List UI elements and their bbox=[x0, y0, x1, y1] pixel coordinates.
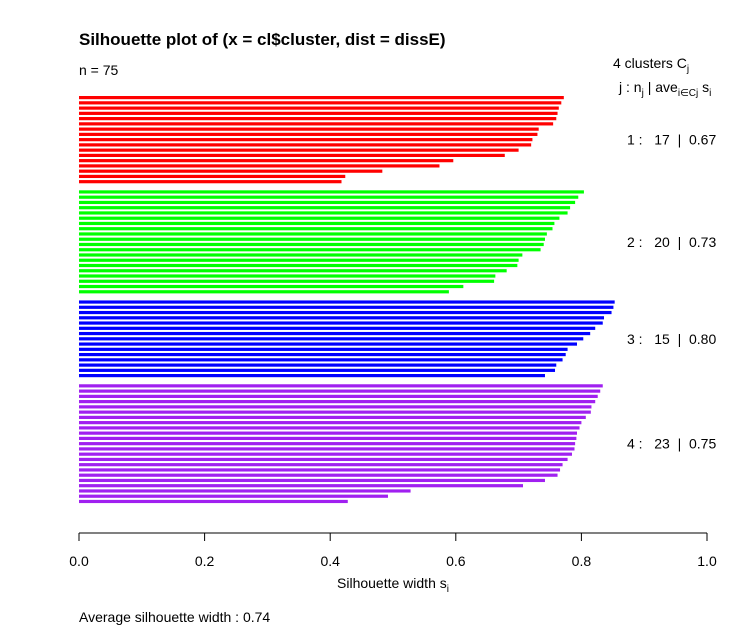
silhouette-bar bbox=[79, 452, 572, 456]
silhouette-bar bbox=[79, 127, 539, 131]
x-tick-label: 1.0 bbox=[697, 553, 717, 569]
silhouette-bar bbox=[79, 489, 411, 493]
silhouette-bar bbox=[79, 211, 568, 215]
silhouette-bar bbox=[79, 499, 348, 504]
silhouette-bar bbox=[79, 442, 576, 446]
silhouette-bar bbox=[79, 321, 603, 325]
bars-group bbox=[79, 96, 615, 504]
silhouette-bar bbox=[79, 153, 505, 157]
silhouette-bar bbox=[79, 284, 464, 289]
silhouette-bar bbox=[79, 457, 568, 462]
silhouette-bar bbox=[79, 190, 584, 194]
silhouette-bar bbox=[79, 279, 495, 283]
silhouette-bar bbox=[79, 305, 614, 309]
x-axis-ticks: 0.0 0.2 0.4 0.6 0.8 1.0 bbox=[69, 533, 717, 569]
silhouette-bar bbox=[79, 400, 596, 404]
silhouette-bar bbox=[79, 274, 496, 278]
silhouette-bar bbox=[79, 431, 577, 435]
silhouette-bar bbox=[79, 221, 555, 226]
silhouette-bar bbox=[79, 143, 532, 147]
silhouette-bar bbox=[79, 227, 553, 231]
silhouette-bar bbox=[79, 101, 562, 105]
silhouette-bar bbox=[79, 232, 547, 236]
silhouette-bar bbox=[79, 374, 545, 378]
x-tick-label: 0.6 bbox=[446, 553, 466, 569]
silhouette-bar bbox=[79, 206, 571, 210]
silhouette-bar bbox=[79, 347, 568, 351]
silhouette-bar bbox=[79, 478, 545, 483]
silhouette-bar bbox=[79, 111, 558, 115]
silhouette-bar bbox=[79, 352, 566, 357]
silhouette-bar bbox=[79, 389, 601, 393]
silhouette-bar bbox=[79, 468, 561, 472]
silhouette-bar bbox=[79, 96, 564, 100]
silhouette-bar bbox=[79, 410, 591, 414]
silhouette-bar bbox=[79, 237, 545, 241]
silhouette-bar bbox=[79, 384, 603, 388]
silhouette-bar bbox=[79, 242, 544, 247]
silhouette-bar bbox=[79, 447, 575, 451]
header-columns: j : nj | avei∈Cj si bbox=[618, 79, 711, 99]
silhouette-bar bbox=[79, 159, 454, 163]
silhouette-bar bbox=[79, 117, 557, 121]
x-tick-label: 0.4 bbox=[320, 553, 340, 569]
x-axis-label: Silhouette width si bbox=[337, 575, 449, 595]
silhouette-bar bbox=[79, 342, 577, 346]
cluster-labels-group: 1 : 17 | 0.67 2 : 20 | 0.73 3 : 15 | 0.80 4… bbox=[627, 132, 716, 452]
cluster-summary-label: 2 : 20 | 0.73 bbox=[627, 234, 716, 250]
x-tick-label: 0.2 bbox=[195, 553, 215, 569]
silhouette-bar bbox=[79, 326, 596, 330]
silhouette-bar bbox=[79, 358, 563, 362]
silhouette-bar bbox=[79, 248, 541, 252]
silhouette-bar bbox=[79, 494, 388, 498]
silhouette-bar bbox=[79, 195, 579, 199]
silhouette-bar bbox=[79, 164, 440, 168]
header-clusters: 4 clusters Cj bbox=[613, 55, 689, 75]
silhouette-bar bbox=[79, 180, 342, 184]
chart-title: Silhouette plot of (x = cl$cluster, dist… bbox=[79, 30, 446, 49]
silhouette-bar bbox=[79, 473, 558, 477]
silhouette-bar bbox=[79, 363, 557, 367]
cluster-summary-label: 3 : 15 | 0.80 bbox=[627, 331, 716, 347]
silhouette-bar bbox=[79, 300, 615, 304]
silhouette-bar bbox=[79, 368, 556, 372]
silhouette-bar bbox=[79, 258, 519, 262]
silhouette-bar bbox=[79, 200, 576, 205]
cluster-summary-label: 4 : 23 | 0.75 bbox=[627, 436, 716, 452]
silhouette-bar bbox=[79, 148, 519, 152]
silhouette-bar bbox=[79, 106, 559, 110]
silhouette-bar bbox=[79, 138, 533, 142]
silhouette-bar bbox=[79, 331, 591, 336]
silhouette-bar bbox=[79, 426, 580, 430]
silhouette-bar bbox=[79, 290, 449, 294]
silhouette-bar bbox=[79, 169, 383, 173]
silhouette-bar bbox=[79, 132, 538, 136]
silhouette-bar bbox=[79, 394, 598, 398]
silhouette-bar bbox=[79, 310, 612, 315]
silhouette-bar bbox=[79, 337, 584, 341]
silhouette-bar bbox=[79, 263, 518, 268]
average-silhouette-width: Average silhouette width : 0.74 bbox=[79, 609, 270, 625]
x-tick-label: 0.8 bbox=[572, 553, 592, 569]
silhouette-bar bbox=[79, 316, 605, 320]
silhouette-bar bbox=[79, 463, 563, 467]
silhouette-bar bbox=[79, 421, 582, 425]
silhouette-bar bbox=[79, 405, 592, 409]
x-tick-label: 0.0 bbox=[69, 553, 89, 569]
silhouette-bar bbox=[79, 269, 507, 273]
silhouette-bar bbox=[79, 436, 577, 441]
silhouette-bar bbox=[79, 484, 523, 488]
silhouette-bar bbox=[79, 415, 586, 419]
silhouette-bar bbox=[79, 122, 554, 126]
silhouette-bar bbox=[79, 253, 523, 257]
n-label: n = 75 bbox=[79, 62, 119, 78]
cluster-summary-label: 1 : 17 | 0.67 bbox=[627, 132, 716, 148]
silhouette-bar bbox=[79, 174, 346, 179]
silhouette-bar bbox=[79, 216, 560, 220]
